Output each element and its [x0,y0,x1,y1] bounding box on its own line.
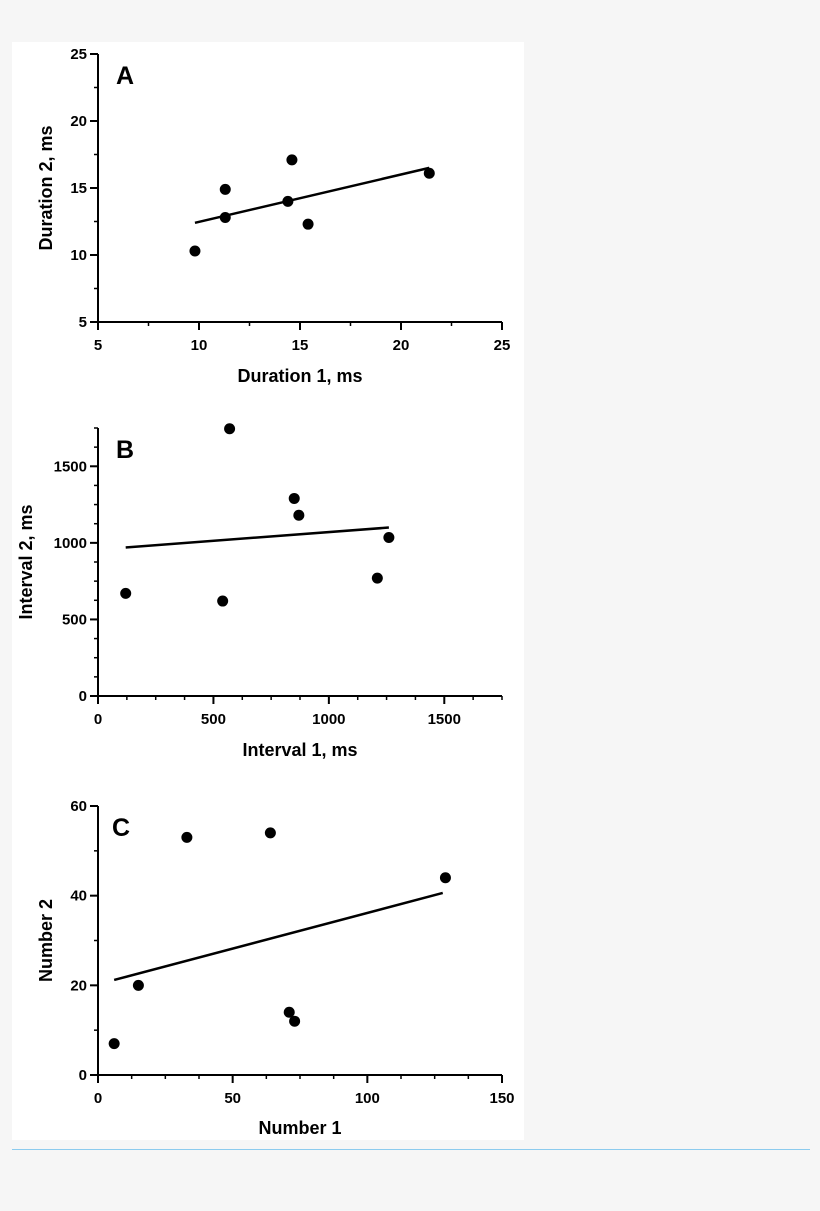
panel-c-x-tick-label: 0 [94,1090,102,1107]
panel-a-x-tick-label: 15 [292,337,309,354]
panel-a-y-axis-label: Duration 2, ms [36,125,56,250]
panel-a-data-point [282,195,294,207]
panel-b-y-tick-label: 500 [62,611,87,628]
panel-b-x-tick-label: 0 [94,711,102,728]
panel-a-y-tick-label: 25 [70,46,87,63]
panel-a-y-tick-label: 15 [70,180,87,197]
panel-b-x-tick-label: 1000 [312,711,345,728]
panel-a-x-tick-label: 20 [393,337,410,354]
panel-b-x-tick-label: 1500 [428,711,461,728]
panel-b-data-point [224,423,236,435]
panel-a-data-point [219,211,231,223]
panel-c-data-point [439,872,451,884]
panel-c-y-tick-label: 60 [70,798,87,815]
panel-c-y-axis-label: Number 2 [36,899,56,982]
panel-a-data-point [423,167,435,179]
panel-a-x-axis-label: Duration 1, ms [237,366,362,386]
panel-b-data-point [383,531,395,543]
panel-a-data-point [286,154,298,166]
panel-a-x-tick-label: 5 [94,337,102,354]
panel-b-data-point [371,572,383,584]
scatter-figure: 5 10 15 20 25 5 10 15 20 25 A Duration 1, ms Duratio… [16,46,515,1138]
panel-c-x-tick-label: 50 [224,1090,241,1107]
panel-b-y-tick-label: 1500 [54,458,87,475]
panel-b-y-axis-label: Interval 2, ms [16,504,36,619]
panel-a-data-point [302,218,314,230]
panel-a-data-point [219,183,231,195]
panel-c-x-tick-label: 100 [355,1090,380,1107]
panel-c-data-point [132,979,144,991]
panel-b-y-tick-label: 0 [79,688,87,705]
panel-b-data-point [288,492,300,504]
panel-a-regression-line [194,166,430,225]
panel-a-letter: A [116,62,134,90]
panel-c-data-point [108,1038,120,1050]
panel-b-regression-line [125,526,389,549]
panel-a-x-tick-label: 10 [191,337,208,354]
panel-a-y-tick-label: 5 [79,314,87,331]
panel-c-data-point [264,827,276,839]
panel-c-data-point [283,1006,295,1018]
panel-b-x-axis-label: Interval 1, ms [242,740,357,760]
panel-a-y-tick-label: 20 [70,113,87,130]
panel-a-x-tick-label: 25 [494,337,511,354]
panel-c-y-tick-label: 40 [70,888,87,905]
panel-b-y-tick-label: 1000 [54,535,87,552]
panel-a-data-point [189,245,201,257]
panel-c-x-tick-label: 150 [489,1090,514,1107]
panel-c-y-tick-label: 20 [70,977,87,994]
figure-panel: 5 10 15 20 25 5 10 15 20 25 A Duration 1, ms Duratio… [12,42,524,1140]
panel-a-y-tick-label: 10 [70,247,87,264]
bottom-divider [12,1149,810,1150]
panel-c-x-axis-label: Number 1 [258,1118,341,1138]
panel-b-data-point [120,587,132,599]
panel-c-letter: C [112,814,130,842]
panel-b-data-point [293,509,305,521]
panel-b-x-tick-label: 500 [201,711,226,728]
panel-b-letter: B [116,436,134,464]
panel-c-regression-line [113,891,444,982]
panel-c-data-point [181,831,193,843]
panel-b-data-point [217,595,229,607]
panel-c-data-point [289,1015,301,1027]
panel-c-y-tick-label: 0 [79,1067,87,1084]
